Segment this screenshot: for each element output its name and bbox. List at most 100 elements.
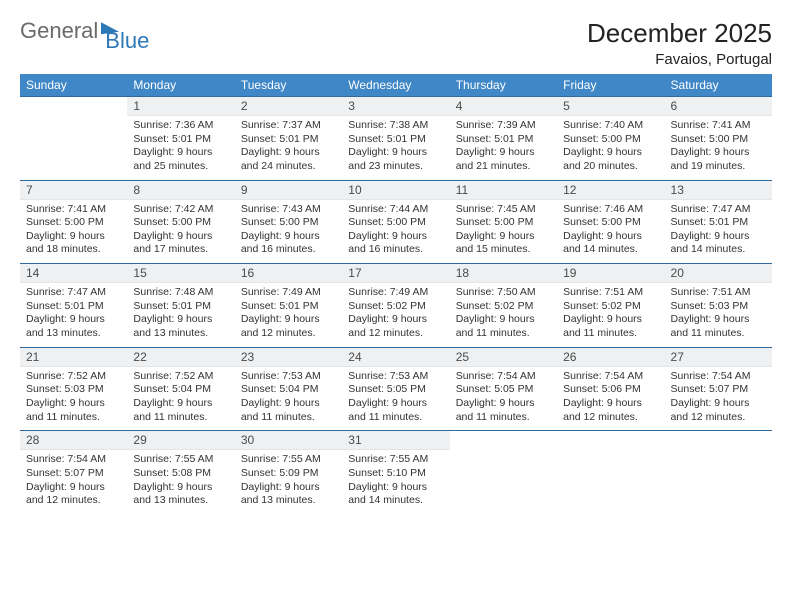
calendar-cell: 4Sunrise: 7:39 AMSunset: 5:01 PMDaylight… bbox=[450, 97, 557, 181]
daylight-line: Daylight: 9 hours and 11 minutes. bbox=[241, 397, 336, 424]
header: General Blue December 2025 Favaios, Port… bbox=[20, 18, 772, 68]
calendar-cell: 5Sunrise: 7:40 AMSunset: 5:00 PMDaylight… bbox=[557, 97, 664, 181]
daylight-line: Daylight: 9 hours and 25 minutes. bbox=[133, 146, 228, 173]
calendar-cell bbox=[450, 431, 557, 514]
daylight-line: Daylight: 9 hours and 12 minutes. bbox=[671, 397, 766, 424]
dow-header: Friday bbox=[557, 74, 664, 97]
logo: General Blue bbox=[20, 18, 149, 44]
calendar-cell: 24Sunrise: 7:53 AMSunset: 5:05 PMDayligh… bbox=[342, 347, 449, 431]
sunset-line: Sunset: 5:00 PM bbox=[241, 216, 336, 230]
day-details: Sunrise: 7:38 AMSunset: 5:01 PMDaylight:… bbox=[342, 116, 449, 180]
sunrise-line: Sunrise: 7:48 AM bbox=[133, 286, 228, 300]
day-number: 17 bbox=[342, 264, 449, 283]
sunrise-line: Sunrise: 7:55 AM bbox=[133, 453, 228, 467]
day-number: 29 bbox=[127, 431, 234, 450]
dow-header: Saturday bbox=[665, 74, 772, 97]
day-number: 28 bbox=[20, 431, 127, 450]
day-details: Sunrise: 7:54 AMSunset: 5:06 PMDaylight:… bbox=[557, 367, 664, 431]
day-details: Sunrise: 7:46 AMSunset: 5:00 PMDaylight:… bbox=[557, 200, 664, 264]
daylight-line: Daylight: 9 hours and 12 minutes. bbox=[26, 481, 121, 508]
calendar-cell: 25Sunrise: 7:54 AMSunset: 5:05 PMDayligh… bbox=[450, 347, 557, 431]
calendar-cell: 9Sunrise: 7:43 AMSunset: 5:00 PMDaylight… bbox=[235, 180, 342, 264]
daylight-line: Daylight: 9 hours and 24 minutes. bbox=[241, 146, 336, 173]
calendar-cell: 29Sunrise: 7:55 AMSunset: 5:08 PMDayligh… bbox=[127, 431, 234, 514]
calendar-week: 7Sunrise: 7:41 AMSunset: 5:00 PMDaylight… bbox=[20, 180, 772, 264]
sunset-line: Sunset: 5:07 PM bbox=[26, 467, 121, 481]
day-details: Sunrise: 7:54 AMSunset: 5:07 PMDaylight:… bbox=[665, 367, 772, 431]
sunset-line: Sunset: 5:01 PM bbox=[456, 133, 551, 147]
daylight-line: Daylight: 9 hours and 12 minutes. bbox=[563, 397, 658, 424]
sunrise-line: Sunrise: 7:43 AM bbox=[241, 203, 336, 217]
logo-text-blue: Blue bbox=[105, 28, 149, 54]
daylight-line: Daylight: 9 hours and 12 minutes. bbox=[241, 313, 336, 340]
sunset-line: Sunset: 5:01 PM bbox=[671, 216, 766, 230]
calendar-cell: 19Sunrise: 7:51 AMSunset: 5:02 PMDayligh… bbox=[557, 264, 664, 348]
location: Favaios, Portugal bbox=[587, 51, 772, 68]
day-details: Sunrise: 7:50 AMSunset: 5:02 PMDaylight:… bbox=[450, 283, 557, 347]
sunrise-line: Sunrise: 7:41 AM bbox=[26, 203, 121, 217]
sunset-line: Sunset: 5:00 PM bbox=[26, 216, 121, 230]
calendar-cell: 1Sunrise: 7:36 AMSunset: 5:01 PMDaylight… bbox=[127, 97, 234, 181]
calendar-cell bbox=[20, 97, 127, 181]
calendar-cell: 16Sunrise: 7:49 AMSunset: 5:01 PMDayligh… bbox=[235, 264, 342, 348]
calendar-cell bbox=[557, 431, 664, 514]
day-details: Sunrise: 7:55 AMSunset: 5:08 PMDaylight:… bbox=[127, 450, 234, 514]
sunset-line: Sunset: 5:02 PM bbox=[348, 300, 443, 314]
dow-header: Thursday bbox=[450, 74, 557, 97]
day-details: Sunrise: 7:51 AMSunset: 5:02 PMDaylight:… bbox=[557, 283, 664, 347]
calendar-cell: 8Sunrise: 7:42 AMSunset: 5:00 PMDaylight… bbox=[127, 180, 234, 264]
sunset-line: Sunset: 5:02 PM bbox=[456, 300, 551, 314]
day-details: Sunrise: 7:49 AMSunset: 5:01 PMDaylight:… bbox=[235, 283, 342, 347]
day-details: Sunrise: 7:52 AMSunset: 5:03 PMDaylight:… bbox=[20, 367, 127, 431]
day-number: 11 bbox=[450, 181, 557, 200]
sunset-line: Sunset: 5:01 PM bbox=[133, 133, 228, 147]
sunrise-line: Sunrise: 7:37 AM bbox=[241, 119, 336, 133]
sunset-line: Sunset: 5:02 PM bbox=[563, 300, 658, 314]
calendar-cell: 31Sunrise: 7:55 AMSunset: 5:10 PMDayligh… bbox=[342, 431, 449, 514]
sunrise-line: Sunrise: 7:54 AM bbox=[456, 370, 551, 384]
sunset-line: Sunset: 5:00 PM bbox=[563, 216, 658, 230]
daylight-line: Daylight: 9 hours and 14 minutes. bbox=[671, 230, 766, 257]
dow-header: Monday bbox=[127, 74, 234, 97]
calendar-cell: 18Sunrise: 7:50 AMSunset: 5:02 PMDayligh… bbox=[450, 264, 557, 348]
day-number: 23 bbox=[235, 348, 342, 367]
day-details: Sunrise: 7:39 AMSunset: 5:01 PMDaylight:… bbox=[450, 116, 557, 180]
day-number: 10 bbox=[342, 181, 449, 200]
daylight-line: Daylight: 9 hours and 13 minutes. bbox=[26, 313, 121, 340]
calendar-week: 1Sunrise: 7:36 AMSunset: 5:01 PMDaylight… bbox=[20, 97, 772, 181]
sunrise-line: Sunrise: 7:45 AM bbox=[456, 203, 551, 217]
calendar-cell: 6Sunrise: 7:41 AMSunset: 5:00 PMDaylight… bbox=[665, 97, 772, 181]
sunrise-line: Sunrise: 7:52 AM bbox=[133, 370, 228, 384]
day-details: Sunrise: 7:48 AMSunset: 5:01 PMDaylight:… bbox=[127, 283, 234, 347]
day-details: Sunrise: 7:53 AMSunset: 5:04 PMDaylight:… bbox=[235, 367, 342, 431]
calendar-week: 21Sunrise: 7:52 AMSunset: 5:03 PMDayligh… bbox=[20, 347, 772, 431]
calendar-cell: 3Sunrise: 7:38 AMSunset: 5:01 PMDaylight… bbox=[342, 97, 449, 181]
calendar-cell: 30Sunrise: 7:55 AMSunset: 5:09 PMDayligh… bbox=[235, 431, 342, 514]
sunrise-line: Sunrise: 7:51 AM bbox=[563, 286, 658, 300]
day-number: 31 bbox=[342, 431, 449, 450]
title-block: December 2025 Favaios, Portugal bbox=[587, 18, 772, 68]
sunrise-line: Sunrise: 7:54 AM bbox=[671, 370, 766, 384]
sunrise-line: Sunrise: 7:38 AM bbox=[348, 119, 443, 133]
sunset-line: Sunset: 5:00 PM bbox=[563, 133, 658, 147]
day-number: 27 bbox=[665, 348, 772, 367]
day-details: Sunrise: 7:40 AMSunset: 5:00 PMDaylight:… bbox=[557, 116, 664, 180]
day-number: 1 bbox=[127, 97, 234, 116]
sunset-line: Sunset: 5:05 PM bbox=[456, 383, 551, 397]
sunset-line: Sunset: 5:04 PM bbox=[241, 383, 336, 397]
day-number: 12 bbox=[557, 181, 664, 200]
daylight-line: Daylight: 9 hours and 13 minutes. bbox=[241, 481, 336, 508]
daylight-line: Daylight: 9 hours and 11 minutes. bbox=[563, 313, 658, 340]
sunset-line: Sunset: 5:00 PM bbox=[671, 133, 766, 147]
calendar-cell: 10Sunrise: 7:44 AMSunset: 5:00 PMDayligh… bbox=[342, 180, 449, 264]
sunrise-line: Sunrise: 7:55 AM bbox=[348, 453, 443, 467]
day-details: Sunrise: 7:53 AMSunset: 5:05 PMDaylight:… bbox=[342, 367, 449, 431]
day-details: Sunrise: 7:43 AMSunset: 5:00 PMDaylight:… bbox=[235, 200, 342, 264]
calendar-cell: 26Sunrise: 7:54 AMSunset: 5:06 PMDayligh… bbox=[557, 347, 664, 431]
day-of-week-row: SundayMondayTuesdayWednesdayThursdayFrid… bbox=[20, 74, 772, 97]
daylight-line: Daylight: 9 hours and 11 minutes. bbox=[133, 397, 228, 424]
sunset-line: Sunset: 5:00 PM bbox=[133, 216, 228, 230]
day-details: Sunrise: 7:51 AMSunset: 5:03 PMDaylight:… bbox=[665, 283, 772, 347]
day-details: Sunrise: 7:55 AMSunset: 5:10 PMDaylight:… bbox=[342, 450, 449, 514]
day-number: 22 bbox=[127, 348, 234, 367]
